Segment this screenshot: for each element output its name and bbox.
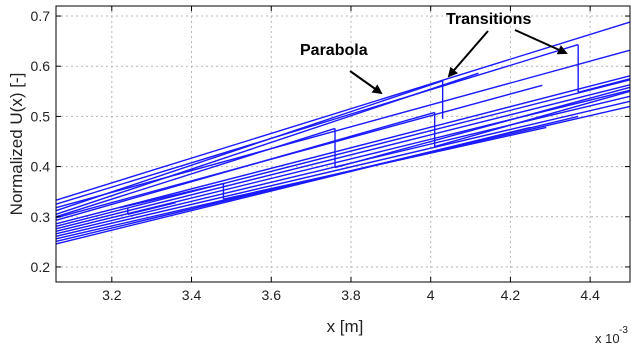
x-tick-label: 3.2 xyxy=(102,287,122,303)
x-tick-label: 4.4 xyxy=(580,287,600,303)
x-exponent-label: x 10 xyxy=(595,331,620,346)
y-tick-label: 0.2 xyxy=(31,259,51,275)
x-tick-label: 3.8 xyxy=(341,287,361,303)
x-axis-title: x [m] xyxy=(327,317,364,336)
x-tick-label: 3.6 xyxy=(262,287,282,303)
y-tick-label: 0.5 xyxy=(31,108,51,124)
x-tick-label: 4.2 xyxy=(501,287,521,303)
y-tick-label: 0.3 xyxy=(31,209,51,225)
annotation-parabola-label: Parabola xyxy=(300,42,368,59)
y-tick-label: 0.6 xyxy=(31,58,51,74)
x-tick-label: 3.4 xyxy=(182,287,202,303)
y-tick-label: 0.4 xyxy=(31,159,51,175)
annotation-transitions-label: Transitions xyxy=(446,11,531,28)
y-tick-label: 0.7 xyxy=(31,8,51,24)
y-axis-title: Normalized U(x) [-] xyxy=(7,73,26,216)
x-tick-label: 4 xyxy=(427,287,435,303)
x-exponent-power: -3 xyxy=(619,325,628,336)
